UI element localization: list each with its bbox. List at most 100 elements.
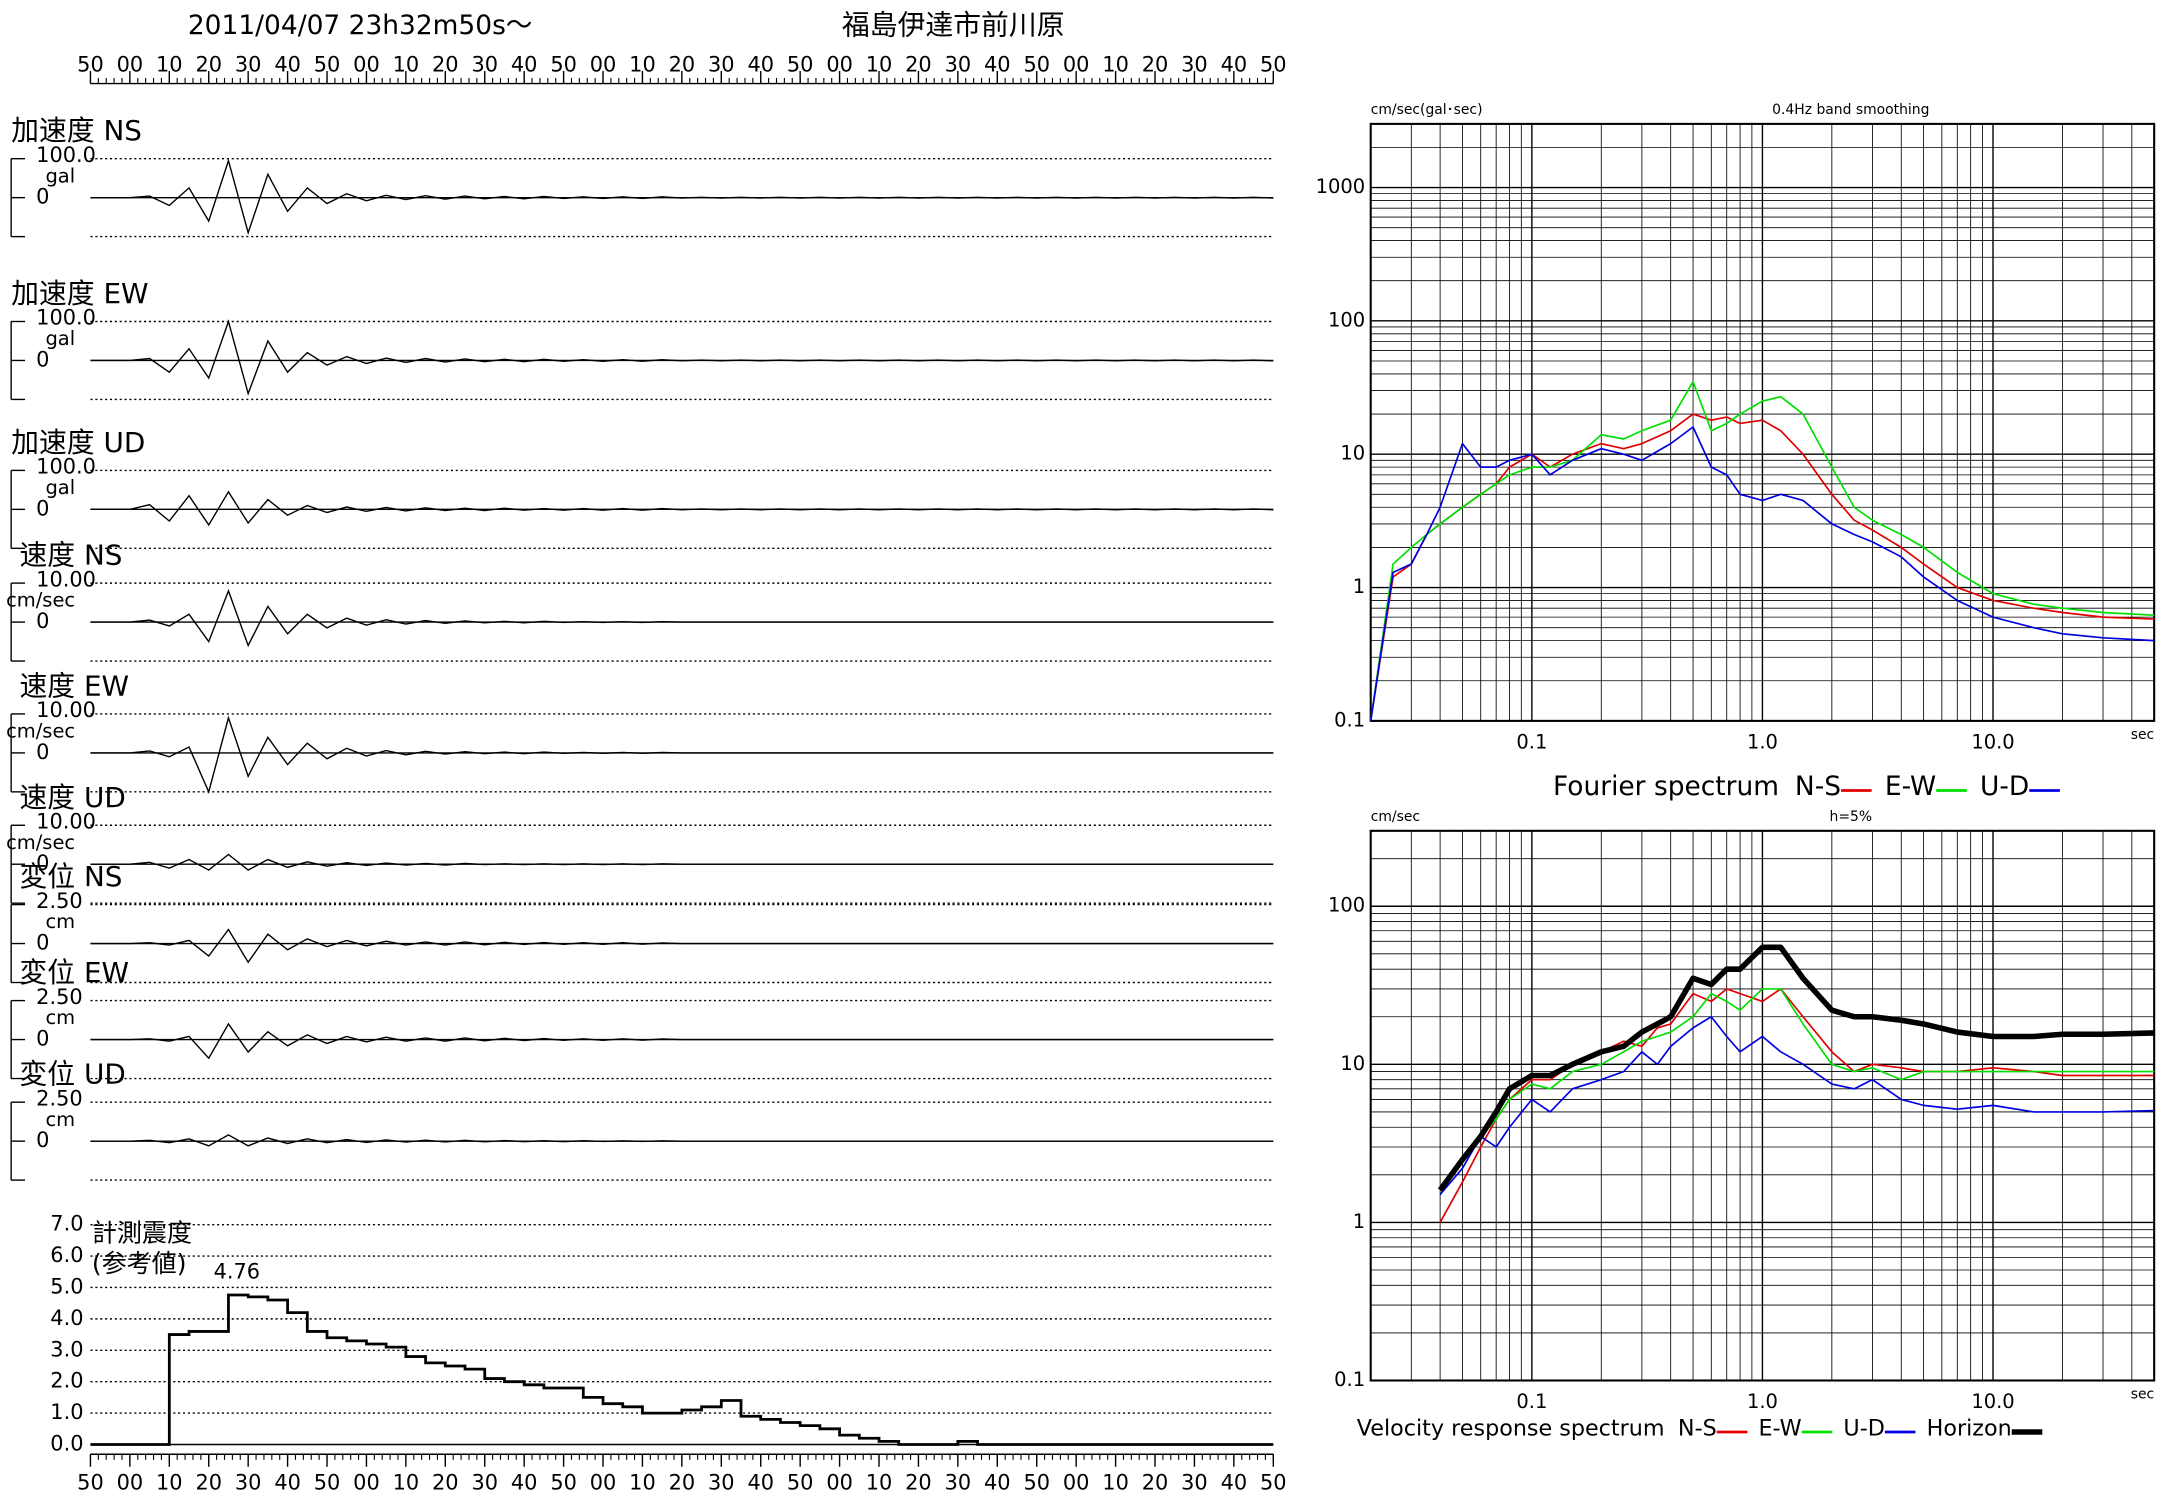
x-tick-label: 10 <box>393 1470 420 1494</box>
x-tick-label: 10 <box>629 1470 656 1494</box>
x-tick-label: 20 <box>195 52 222 76</box>
legend-label: U-D <box>1843 1416 1884 1442</box>
x-tick-label: 40 <box>1221 1470 1248 1494</box>
y-tick-label: 2.0 <box>50 1369 83 1393</box>
series-line <box>1369 426 2155 722</box>
y-tick-label: 1 <box>1353 575 1365 598</box>
y-tick-label: 0.1 <box>1334 708 1365 731</box>
x-tick-label: 40 <box>274 52 301 76</box>
y-tick-label: 0.0 <box>50 1432 83 1456</box>
y-tick-label: 1.0 <box>50 1400 83 1424</box>
x-tick-label: 30 <box>235 1470 262 1494</box>
x-tick-label: 10 <box>629 52 656 76</box>
waveform-trace <box>90 853 1274 871</box>
legend-label: U-D <box>1980 771 2029 802</box>
x-tick-label: 50 <box>550 52 577 76</box>
x-tick-label: 40 <box>511 1470 538 1494</box>
y-tick-label: 0.1 <box>1334 1368 1365 1391</box>
panel-label: 変位 NS <box>19 860 122 893</box>
datetime: 2011/04/07 23h32m50s〜 <box>188 10 532 41</box>
chart-label: (参考値) <box>92 1249 187 1278</box>
x-tick-label: 30 <box>471 1470 498 1494</box>
x-tick-label: 50 <box>787 52 814 76</box>
series-line <box>1439 1015 2155 1196</box>
y-tick-label: 4.0 <box>50 1306 83 1330</box>
panel-label: 加速度 NS <box>11 114 142 147</box>
x-tick-label: 30 <box>945 1470 972 1494</box>
x-tick-label: 10 <box>1102 1470 1129 1494</box>
x-tick-label: 30 <box>235 52 262 76</box>
y-tick-label: 10 <box>1340 1052 1365 1075</box>
x-tick-label: 30 <box>708 52 735 76</box>
x-axis-label: sec <box>2131 727 2154 743</box>
x-tick-label: 00 <box>1063 1470 1090 1494</box>
x-tick-label: 10.0 <box>1971 1390 2014 1413</box>
y-tick-label: 10.00 <box>36 567 96 591</box>
y-tick-label: 10 <box>1340 442 1365 465</box>
y-tick-label: 0 <box>36 347 49 371</box>
y-tick-label: 100.0 <box>36 143 96 167</box>
x-tick-label: 20 <box>432 1470 459 1494</box>
x-tick-label: 40 <box>511 52 538 76</box>
y-tick-label: 7.0 <box>50 1212 83 1236</box>
x-tick-label: 40 <box>1221 52 1248 76</box>
y-tick-label: 2.50 <box>36 1086 82 1110</box>
y-tick-label: 100.0 <box>36 306 96 330</box>
x-tick-label: 30 <box>471 52 498 76</box>
x-tick-label: 20 <box>669 52 696 76</box>
x-tick-label: 10 <box>393 52 420 76</box>
y-tick-label: 1000 <box>1316 175 1366 198</box>
x-tick-label: 0.1 <box>1516 731 1547 754</box>
panel-label: 変位 EW <box>19 956 129 989</box>
x-tick-label: 00 <box>826 1470 853 1494</box>
station: 福島伊達市前川原 <box>842 8 1065 41</box>
x-tick-label: 30 <box>1181 1470 1208 1494</box>
panel-label: 変位 UD <box>19 1058 125 1091</box>
x-tick-label: 20 <box>905 1470 932 1494</box>
x-tick-label: 50 <box>787 1470 814 1494</box>
series-line <box>1439 988 2155 1196</box>
x-tick-label: 50 <box>314 52 341 76</box>
chart-label: 計測震度 <box>92 1218 192 1247</box>
y-tick-label: 100 <box>1328 308 1365 331</box>
y-tick-label: 10.00 <box>36 809 96 833</box>
x-tick-label: 20 <box>195 1470 222 1494</box>
panel-label: 速度 EW <box>19 669 129 702</box>
waveform-trace <box>90 715 1274 794</box>
x-tick-label: 50 <box>550 1470 577 1494</box>
x-tick-label: 00 <box>590 52 617 76</box>
x-tick-label: 40 <box>984 52 1011 76</box>
y-tick-label: 3.0 <box>50 1337 83 1361</box>
x-tick-label: 00 <box>117 52 144 76</box>
x-tick-label: 50 <box>77 52 104 76</box>
waveform-trace <box>90 928 1274 964</box>
x-tick-label: 0.1 <box>1516 1390 1547 1413</box>
unit-label: cm <box>45 1006 75 1029</box>
panel-label: 速度 NS <box>19 539 122 572</box>
chart-subtitle: h=5% <box>1830 809 1873 825</box>
chart-title: Velocity response spectrum <box>1357 1416 1665 1442</box>
legend-label: E-W <box>1885 771 1936 802</box>
y-tick-label: 0 <box>36 1027 49 1051</box>
y-tick-label: 0 <box>36 1128 49 1152</box>
panel-label: 速度 UD <box>19 781 125 814</box>
unit-label: cm <box>45 1108 75 1131</box>
y-tick-label: 2.50 <box>36 889 82 913</box>
x-tick-label: 20 <box>432 52 459 76</box>
x-tick-label: 50 <box>1023 52 1050 76</box>
x-tick-label: 40 <box>984 1470 1011 1494</box>
x-tick-label: 10 <box>866 1470 893 1494</box>
x-tick-label: 00 <box>117 1470 144 1494</box>
x-axis-label: sec <box>2131 1386 2154 1402</box>
chart-subtitle: 0.4Hz band smoothing <box>1772 102 1929 118</box>
legend-label: N-S <box>1678 1416 1717 1442</box>
waveform-trace <box>90 158 1274 236</box>
waveform-trace <box>90 588 1274 648</box>
intensity-line <box>90 1293 1274 1446</box>
x-tick-label: 30 <box>708 1470 735 1494</box>
peak-label: 4.76 <box>214 1260 260 1284</box>
x-tick-label: 10.0 <box>1971 731 2014 754</box>
chart-title: Fourier spectrum <box>1553 771 1779 802</box>
